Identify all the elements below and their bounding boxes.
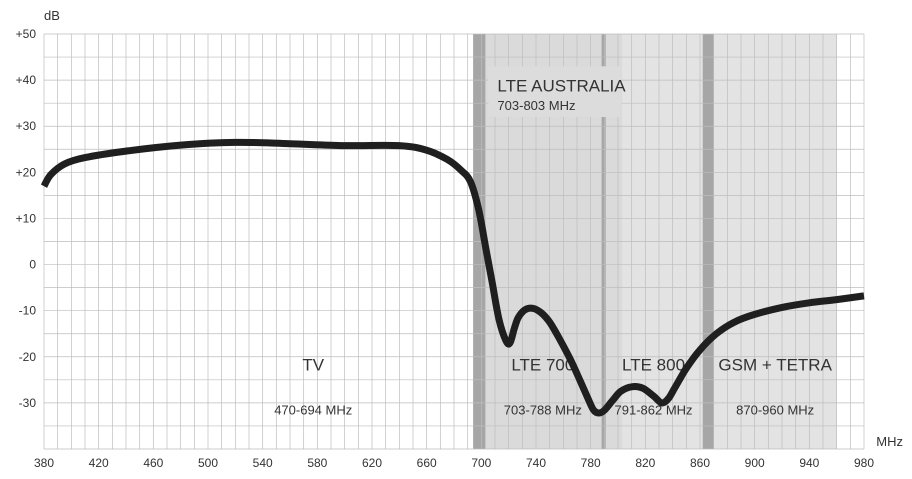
- y-tick-label: +10: [16, 211, 37, 225]
- band-annotations-layer: TV 470-694 MHz LTE 700 703-788 MHz LTE 800 79…: [274, 66, 833, 417]
- x-tick-label: 500: [198, 456, 218, 470]
- y-tick-label: -10: [19, 304, 37, 318]
- band-title-label: LTE AUSTRALIA: [497, 77, 626, 96]
- band-title-label: LTE 700: [511, 356, 574, 375]
- band-range-label: 791-862 MHz: [615, 402, 693, 417]
- band-range-label: 870-960 MHz: [736, 402, 814, 417]
- tick-labels-layer: 380 420 460 500 540 580 620 660 700 740 780 820 860 9…: [16, 27, 875, 470]
- response-curve: [40, 138, 865, 417]
- x-tick-label: 460: [143, 456, 163, 470]
- x-tick-label: 900: [745, 456, 765, 470]
- x-tick-label: 780: [581, 456, 601, 470]
- x-tick-label: 700: [471, 456, 491, 470]
- x-tick-label: 740: [526, 456, 546, 470]
- curve-layer: [40, 138, 865, 417]
- x-tick-label: 420: [89, 456, 109, 470]
- x-tick-label: 860: [690, 456, 710, 470]
- grid-lines: [43, 33, 865, 450]
- y-tick-label: +50: [16, 27, 37, 41]
- x-tick-label: 380: [34, 456, 54, 470]
- y-tick-label: +30: [16, 119, 37, 133]
- x-tick-label: 620: [362, 456, 382, 470]
- band-title-label: GSM + TETRA: [718, 356, 832, 375]
- annotation-box: [488, 66, 622, 117]
- band-range-label: 703-788 MHz: [504, 402, 582, 417]
- band-title-label: LTE 800: [622, 356, 685, 375]
- band-title-label: TV: [302, 356, 324, 375]
- y-tick-label: -30: [19, 396, 37, 410]
- y-tick-label: 0: [29, 258, 36, 272]
- x-tick-label: 660: [417, 456, 437, 470]
- x-tick-label: 820: [635, 456, 655, 470]
- y-tick-label: +40: [16, 73, 37, 87]
- x-tick-label: 980: [854, 456, 874, 470]
- grid-layer: [43, 33, 865, 450]
- y-tick-label: -20: [19, 350, 37, 364]
- x-axis-unit-label: MHz: [876, 434, 903, 449]
- y-tick-label: +20: [16, 165, 37, 179]
- y-axis-unit-label: dB: [44, 8, 60, 23]
- x-tick-label: 940: [799, 456, 819, 470]
- band-range-label: 703-803 MHz: [497, 98, 575, 113]
- band-range-label: 470-694 MHz: [274, 402, 352, 417]
- x-tick-label: 580: [307, 456, 327, 470]
- x-tick-label: 540: [253, 456, 273, 470]
